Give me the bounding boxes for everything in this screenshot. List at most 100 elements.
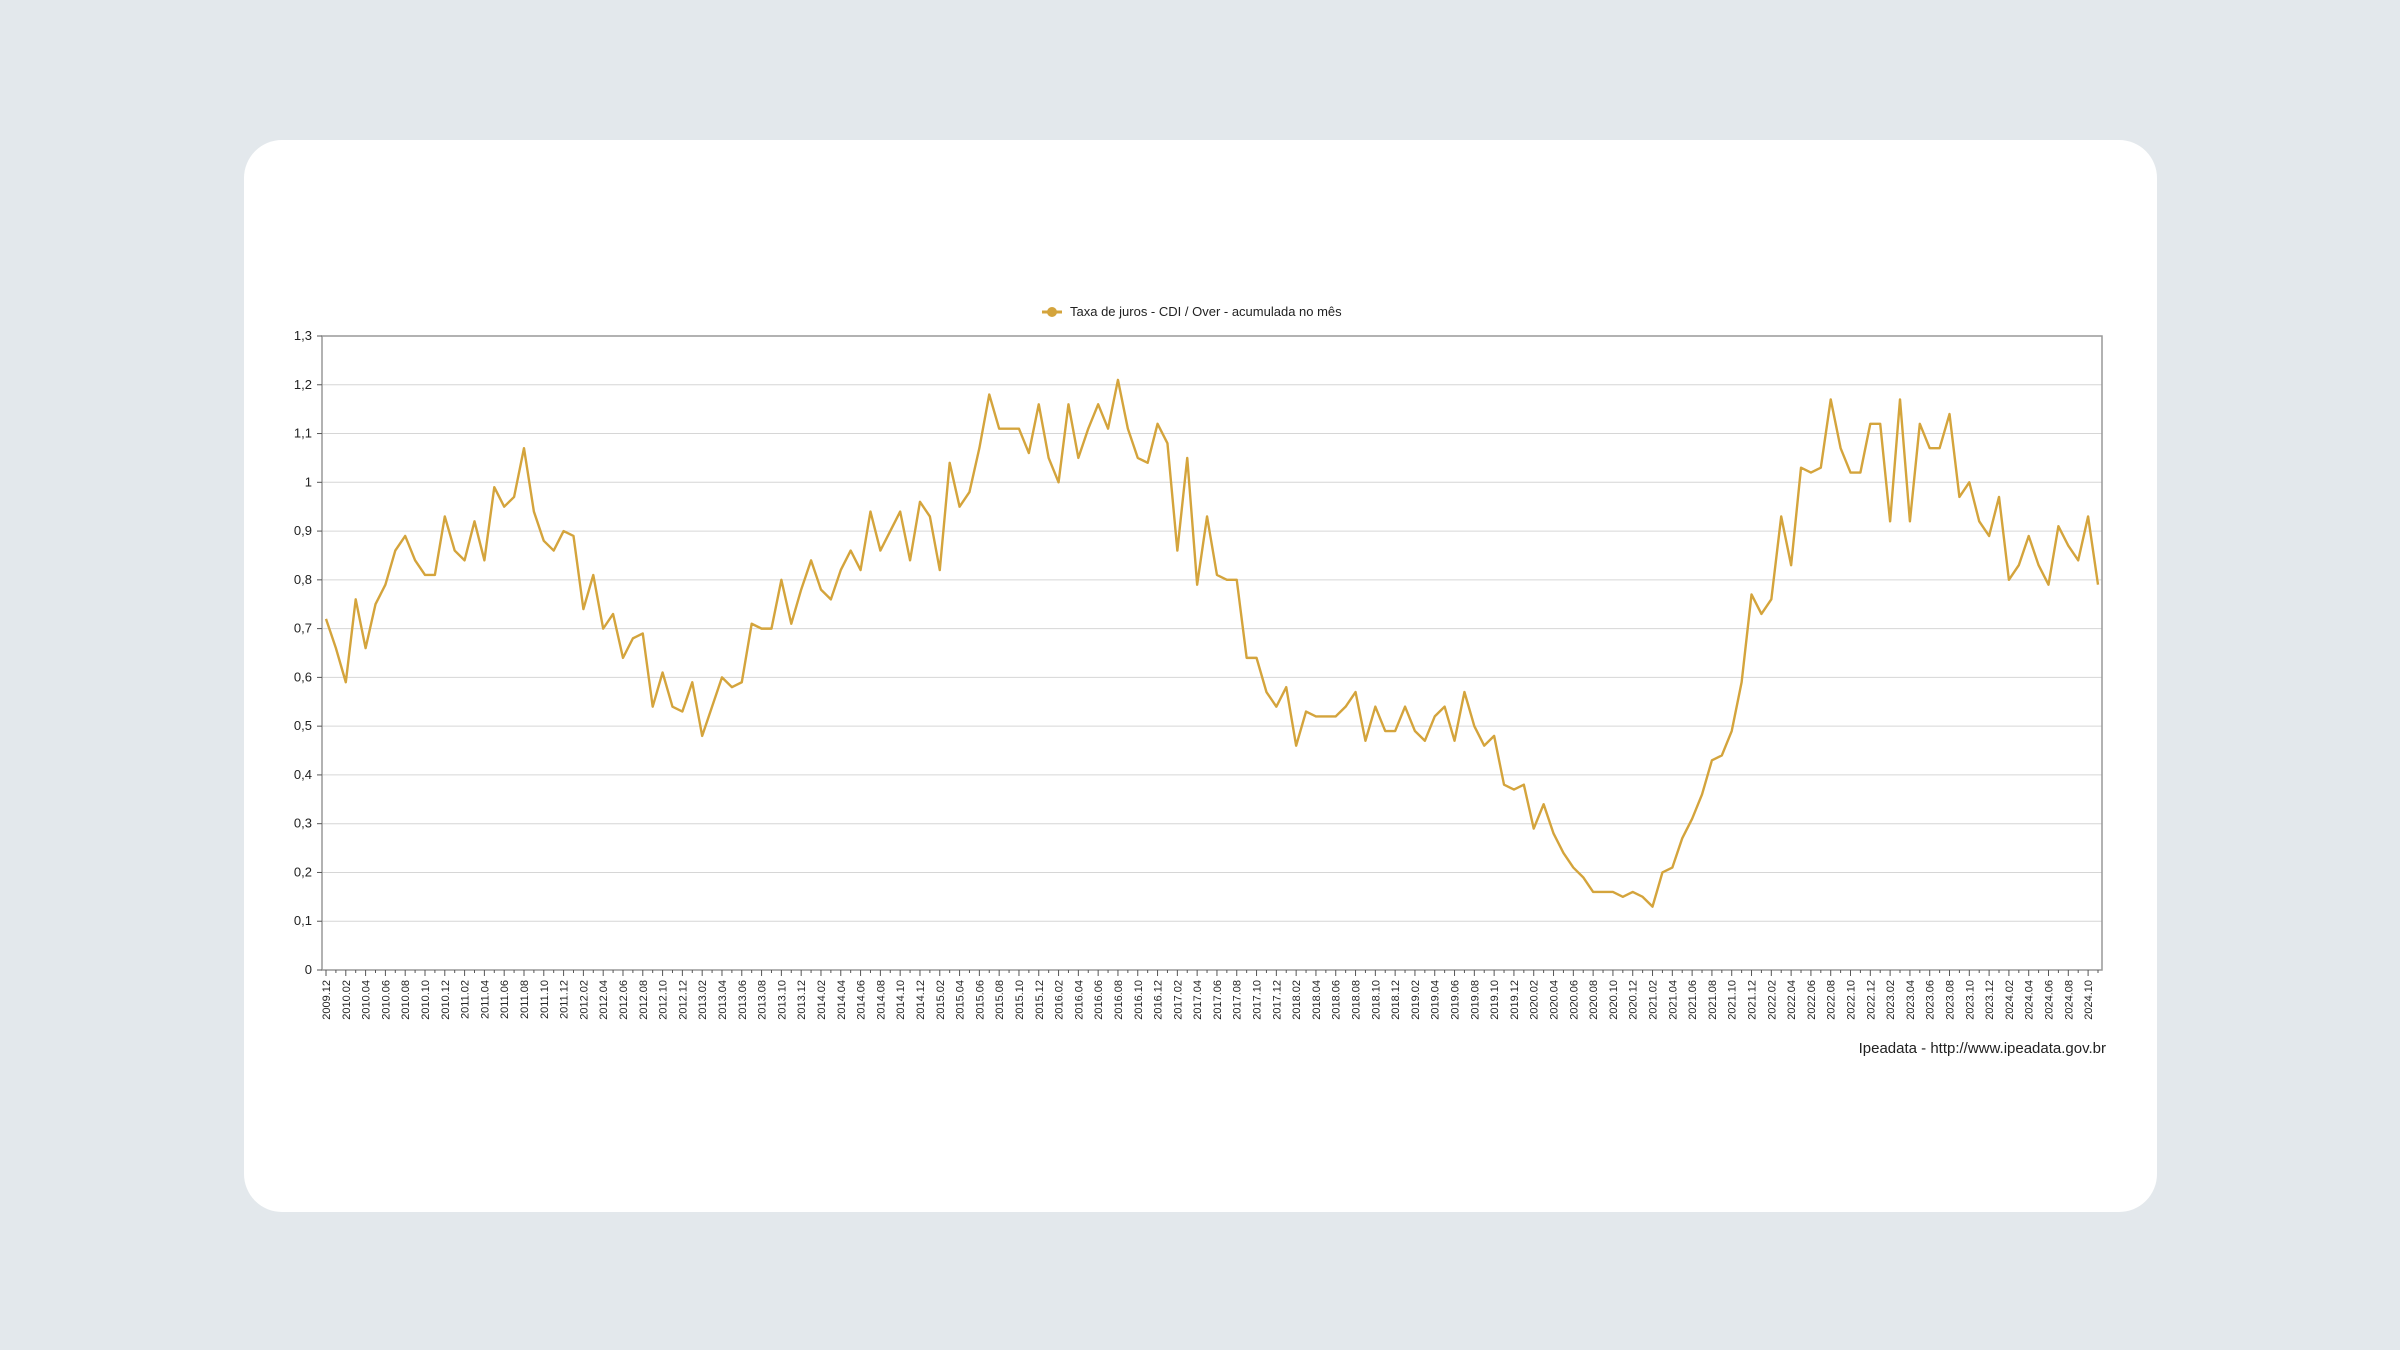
x-tick-label: 2019.06: [1450, 980, 1462, 1020]
x-tick-label: 2009.12: [321, 980, 333, 1020]
x-tick-label: 2010.10: [420, 980, 432, 1020]
x-tick-label: 2014.04: [836, 980, 848, 1020]
y-tick-label: 0,6: [294, 669, 312, 684]
x-tick-label: 2019.08: [1469, 980, 1481, 1020]
x-tick-label: 2015.04: [955, 980, 967, 1020]
x-tick-label: 2020.02: [1529, 980, 1541, 1020]
grid-lines: [322, 335, 2102, 971]
x-tick-label: 2016.12: [1153, 980, 1165, 1020]
x-tick-label: 2021.04: [1667, 980, 1679, 1020]
x-tick-label: 2021.10: [1727, 980, 1739, 1020]
x-tick-label: 2019.04: [1430, 980, 1442, 1020]
x-tick-label: 2018.04: [1311, 980, 1323, 1020]
x-tick-label: 2022.04: [1786, 980, 1798, 1020]
x-tick-label: 2023.10: [1964, 980, 1976, 1020]
x-tick-label: 2019.10: [1489, 980, 1501, 1020]
x-tick-label: 2021.12: [1747, 980, 1759, 1020]
x-tick-label: 2024.02: [2004, 980, 2016, 1020]
y-tick-label: 0,1: [294, 913, 312, 928]
x-tick-label: 2021.02: [1648, 980, 1660, 1020]
x-tick-label: 2010.12: [440, 980, 452, 1020]
x-tick-label: 2013.12: [796, 980, 808, 1020]
x-tick-label: 2015.08: [994, 980, 1006, 1020]
x-tick-label: 2013.10: [776, 980, 788, 1020]
x-tick-label: 2010.06: [380, 980, 392, 1020]
series-layer: [324, 378, 2100, 908]
x-tick-label: 2017.08: [1232, 980, 1244, 1020]
y-axis-ticks: 0 0,1 0,2 0,3 0,4 0,5 0,6 0,7 0,8 0,9 1 1,1 1,2 1,3: [294, 328, 322, 977]
x-tick-label: 2023.12: [1984, 980, 1996, 1020]
x-tick-label: 2022.02: [1766, 980, 1778, 1020]
x-tick-label: 2020.04: [1549, 980, 1561, 1020]
x-tick-label: 2013.02: [697, 980, 709, 1020]
x-tick-label: 2012.12: [677, 980, 689, 1020]
x-tick-label: 2014.12: [915, 980, 927, 1020]
x-tick-label: 2012.02: [578, 980, 590, 1020]
x-tick-label: 2018.12: [1390, 980, 1402, 1020]
x-tick-label: 2018.06: [1331, 980, 1343, 1020]
x-tick-label: 2018.10: [1370, 980, 1382, 1020]
x-tick-label: 2017.06: [1212, 980, 1224, 1020]
x-tick-label: 2020.06: [1568, 980, 1580, 1020]
x-tick-label: 2013.04: [717, 980, 729, 1020]
x-tick-label: 2021.06: [1687, 980, 1699, 1020]
x-tick-label: 2024.04: [2024, 980, 2036, 1020]
x-tick-label: 2011.04: [479, 980, 491, 1019]
x-tick-label: 2018.08: [1351, 980, 1363, 1020]
chart-card: 0 0,1 0,2 0,3 0,4 0,5 0,6 0,7 0,8 0,9 1 1,1 1,2 1,3 2…: [244, 140, 2157, 1212]
x-tick-label: 2014.08: [875, 980, 887, 1020]
x-tick-label: 2016.08: [1113, 980, 1125, 1020]
plot-frame: [321, 335, 2103, 971]
y-tick-label: 0,9: [294, 523, 312, 538]
x-tick-label: 2023.02: [1885, 980, 1897, 1020]
x-tick-label: 2011.12: [559, 980, 571, 1019]
x-tick-label: 2017.12: [1271, 980, 1283, 1020]
x-tick-label: 2021.08: [1707, 980, 1719, 1020]
x-tick-label: 2020.08: [1588, 980, 1600, 1020]
y-tick-label: 1,1: [294, 426, 312, 441]
x-tick-label: 2012.04: [598, 980, 610, 1020]
y-tick-label: 1,2: [294, 377, 312, 392]
x-tick-label: 2010.08: [400, 980, 412, 1020]
y-tick-label: 0,8: [294, 572, 312, 587]
x-tick-label: 2010.02: [341, 980, 353, 1020]
y-tick-label: 0,2: [294, 864, 312, 879]
legend-marker: [1047, 307, 1057, 317]
x-tick-label: 2011.06: [499, 980, 511, 1019]
legend: Taxa de juros - CDI / Over - acumulada n…: [1042, 304, 1342, 319]
x-tick-label: 2011.10: [539, 980, 551, 1019]
x-tick-label: 2015.12: [1034, 980, 1046, 1020]
y-tick-label: 0,4: [294, 767, 312, 782]
x-tick-label: 2022.06: [1806, 980, 1818, 1020]
x-tick-label: 2024.06: [2044, 980, 2056, 1020]
y-tick-label: 0,7: [294, 621, 312, 636]
x-tick-label: 2022.12: [1865, 980, 1877, 1020]
x-tick-label: 2015.02: [935, 980, 947, 1020]
x-tick-label: 2018.02: [1291, 980, 1303, 1020]
x-tick-label: 2012.10: [658, 980, 670, 1020]
x-tick-label: 2023.06: [1925, 980, 1937, 1020]
x-tick-label: 2016.10: [1133, 980, 1145, 1020]
x-tick-label: 2017.02: [1172, 980, 1184, 1020]
x-tick-label: 2020.12: [1628, 980, 1640, 1020]
y-tick-label: 1: [305, 474, 312, 489]
legend-label: Taxa de juros - CDI / Over - acumulada n…: [1070, 304, 1342, 319]
series-line: [324, 378, 2100, 908]
x-tick-label: 2016.02: [1054, 980, 1066, 1020]
x-tick-label: 2024.08: [2063, 980, 2075, 1020]
x-tick-label: 2012.06: [618, 980, 630, 1020]
x-tick-label: 2023.08: [1945, 980, 1957, 1020]
x-tick-label: 2013.08: [757, 980, 769, 1020]
x-tick-label: 2014.10: [895, 980, 907, 1020]
x-tick-label: 2024.10: [2083, 980, 2095, 1020]
x-tick-label: 2017.04: [1192, 980, 1204, 1020]
line-chart: 0 0,1 0,2 0,3 0,4 0,5 0,6 0,7 0,8 0,9 1 1,1 1,2 1,3 2…: [294, 304, 2106, 1057]
x-tick-label: 2022.08: [1826, 980, 1838, 1020]
y-tick-label: 0: [305, 962, 312, 977]
x-tick-label: 2015.10: [1014, 980, 1026, 1020]
x-tick-label: 2013.06: [737, 980, 749, 1020]
x-tick-label: 2019.02: [1410, 980, 1422, 1020]
x-tick-label: 2015.06: [974, 980, 986, 1020]
y-tick-label: 1,3: [294, 328, 312, 343]
x-tick-label: 2017.10: [1252, 980, 1264, 1020]
